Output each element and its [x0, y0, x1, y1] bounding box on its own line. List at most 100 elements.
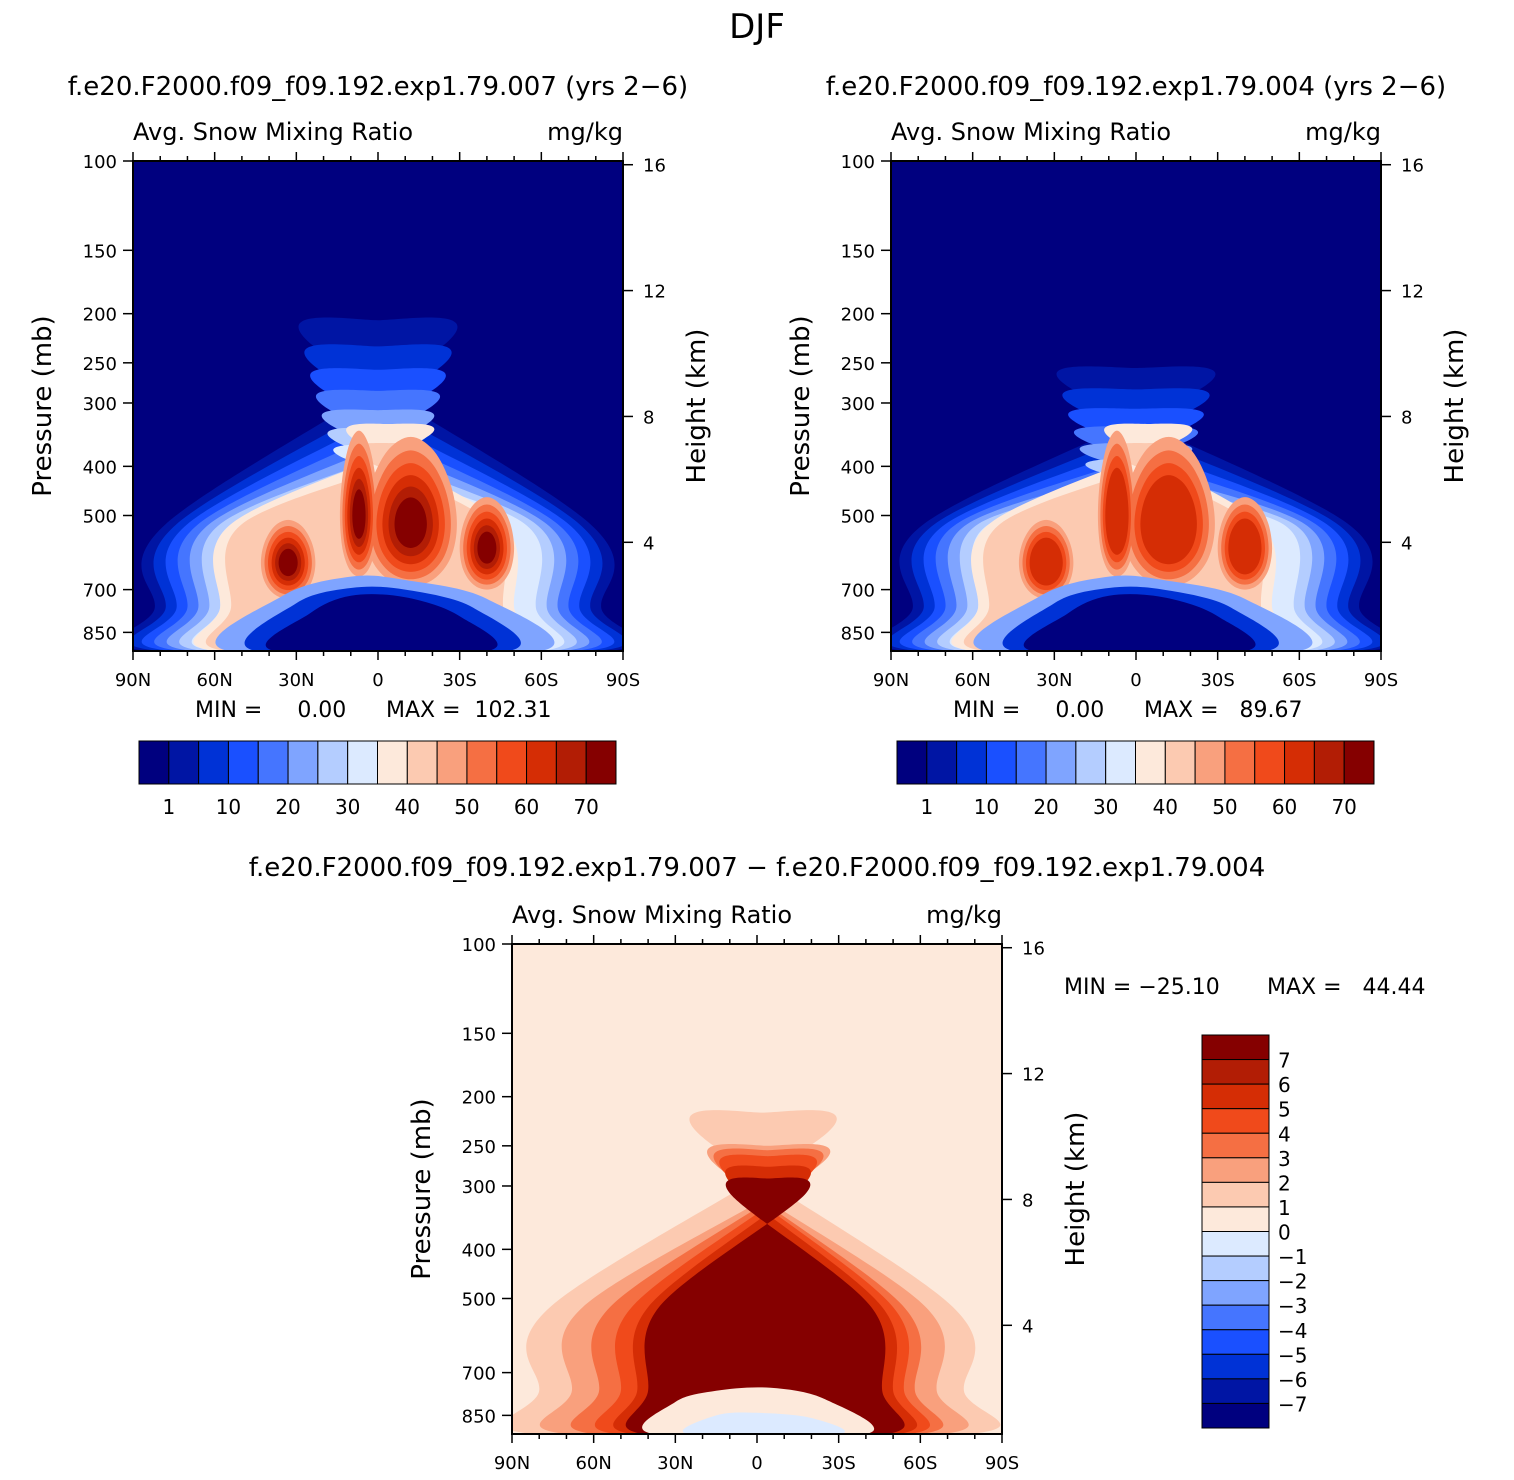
- colorbar-swatch: [1343, 740, 1375, 785]
- colorbar-swatch: [1201, 1255, 1270, 1282]
- x-tick-label: 90N: [115, 670, 151, 691]
- colorbar-label: 1: [1278, 1196, 1291, 1220]
- y-axis-label: Pressure (mb): [407, 1098, 437, 1279]
- x-tick-label: 30S: [821, 1453, 855, 1474]
- colorbar-label: 1: [920, 795, 933, 819]
- colorbar-swatch: [1201, 1353, 1270, 1380]
- x-tick-label: 30N: [1036, 670, 1072, 691]
- contour-region: [1023, 594, 1256, 651]
- panel-case2: 90N 60N 30N 0 30S 60S 90S 100 150 200 250 300 400 500…: [786, 118, 1470, 691]
- x-tick-label: 90S: [1364, 670, 1398, 691]
- colorbar-swatch: [1201, 1157, 1270, 1183]
- colorbar-swatch: [1045, 740, 1077, 785]
- colorbar-label: 7: [1278, 1049, 1291, 1073]
- y2-tick-label: 4: [643, 533, 654, 554]
- colorbar-swatch: [496, 740, 528, 785]
- contour-region: [394, 497, 427, 548]
- colorbar-label: 3: [1278, 1147, 1291, 1171]
- max-value-case1: MAX = 102.31: [386, 698, 552, 723]
- y-tick-label: 700: [841, 581, 875, 602]
- colorbar-label: 5: [1278, 1098, 1291, 1122]
- units-label: mg/kg: [547, 118, 623, 146]
- y2-axis-label: Height (km): [1440, 329, 1470, 484]
- figure-title: DJF: [729, 7, 785, 47]
- colorbar-swatch: [956, 740, 987, 785]
- colorbar-swatch: [406, 740, 438, 785]
- y-tick-label: 250: [841, 354, 875, 375]
- colorbar-swatch: [227, 740, 259, 785]
- colorbar-swatch: [1313, 740, 1345, 785]
- colorbar-case2: 1 10 20 30 40 50 60 70: [896, 740, 1375, 819]
- y-tick-label: 500: [841, 506, 875, 527]
- colorbar-swatch: [1135, 740, 1166, 785]
- y-axis-label: Pressure (mb): [786, 315, 816, 496]
- y-tick-label: 100: [841, 152, 875, 173]
- colorbar-swatch: [287, 740, 319, 785]
- colorbar-label: 2: [1278, 1171, 1291, 1195]
- colorbar-label: 10: [974, 795, 999, 819]
- contour-fill: [133, 161, 623, 651]
- y2-tick-label: 16: [1022, 939, 1045, 960]
- colorbar-swatch: [436, 740, 468, 785]
- y-tick-label: 500: [83, 506, 117, 527]
- contour-region: [352, 489, 366, 539]
- colorbar-swatch: [377, 740, 408, 785]
- panel-title-case1: f.e20.F2000.f09_f09.192.exp1.79.007 (yrs…: [68, 72, 688, 102]
- contour-fill: [891, 161, 1381, 651]
- contour-region: [278, 548, 298, 577]
- y-tick-label: 850: [462, 1406, 496, 1427]
- y2-tick-label: 16: [1401, 156, 1424, 177]
- colorbar-swatch: [1201, 1231, 1270, 1257]
- x-tick-label: 30S: [1200, 670, 1234, 691]
- colorbar-swatch: [1201, 1181, 1270, 1208]
- colorbar-label: 20: [275, 795, 300, 819]
- x-tick-label: 90N: [494, 1453, 530, 1474]
- y-tick-label: 850: [841, 623, 875, 644]
- colorbar-label: 60: [1272, 795, 1297, 819]
- y-tick-label: 150: [462, 1024, 496, 1045]
- colorbar-swatch: [1254, 740, 1286, 785]
- x-tick-label: 60N: [954, 670, 990, 691]
- y-tick-label: 850: [83, 623, 117, 644]
- x-tick-label: 0: [751, 1453, 762, 1474]
- x-tick-label: 30N: [278, 670, 314, 691]
- y2-tick-label: 4: [1022, 1316, 1033, 1337]
- colorbar-label: 40: [395, 795, 420, 819]
- max-value-case2: MAX = 89.67: [1144, 698, 1303, 723]
- y-tick-label: 100: [83, 152, 117, 173]
- y-tick-label: 150: [841, 241, 875, 262]
- y2-axis-label: Height (km): [682, 329, 712, 484]
- colorbar-swatch: [526, 740, 557, 785]
- y2-tick-label: 8: [1022, 1190, 1033, 1211]
- colorbar-label: 30: [1093, 795, 1118, 819]
- y2-tick-label: 8: [643, 407, 654, 428]
- units-label: mg/kg: [926, 901, 1002, 929]
- colorbar-label: 1: [162, 795, 175, 819]
- colorbar-swatch: [1201, 1378, 1270, 1404]
- y-tick-label: 400: [841, 457, 875, 478]
- y-tick-label: 200: [83, 305, 117, 326]
- colorbar-label: 40: [1153, 795, 1178, 819]
- x-tick-label: 0: [372, 670, 383, 691]
- contour-region: [682, 1412, 846, 1434]
- colorbar-swatch: [1201, 1329, 1270, 1355]
- y-tick-label: 200: [841, 305, 875, 326]
- colorbar-label: −7: [1278, 1392, 1307, 1416]
- colorbar-swatch: [1075, 740, 1107, 785]
- colorbar-swatch: [985, 740, 1017, 785]
- colorbar-swatch: [168, 740, 200, 785]
- y2-tick-label: 12: [1401, 282, 1424, 303]
- contour-region: [477, 531, 497, 564]
- y-tick-label: 300: [462, 1177, 496, 1198]
- contour-region: [1228, 518, 1262, 575]
- x-tick-label: 90N: [873, 670, 909, 691]
- contour-region: [265, 594, 498, 651]
- contour-region: [1105, 467, 1129, 555]
- y2-tick-label: 12: [1022, 1065, 1045, 1086]
- colorbar-swatch: [1201, 1132, 1270, 1159]
- colorbar-case1: 1 10 20 30 40 50 60 70: [138, 740, 617, 819]
- colorbar-label: 4: [1278, 1122, 1291, 1146]
- colorbar-swatch: [347, 740, 378, 785]
- y-tick-label: 250: [462, 1137, 496, 1158]
